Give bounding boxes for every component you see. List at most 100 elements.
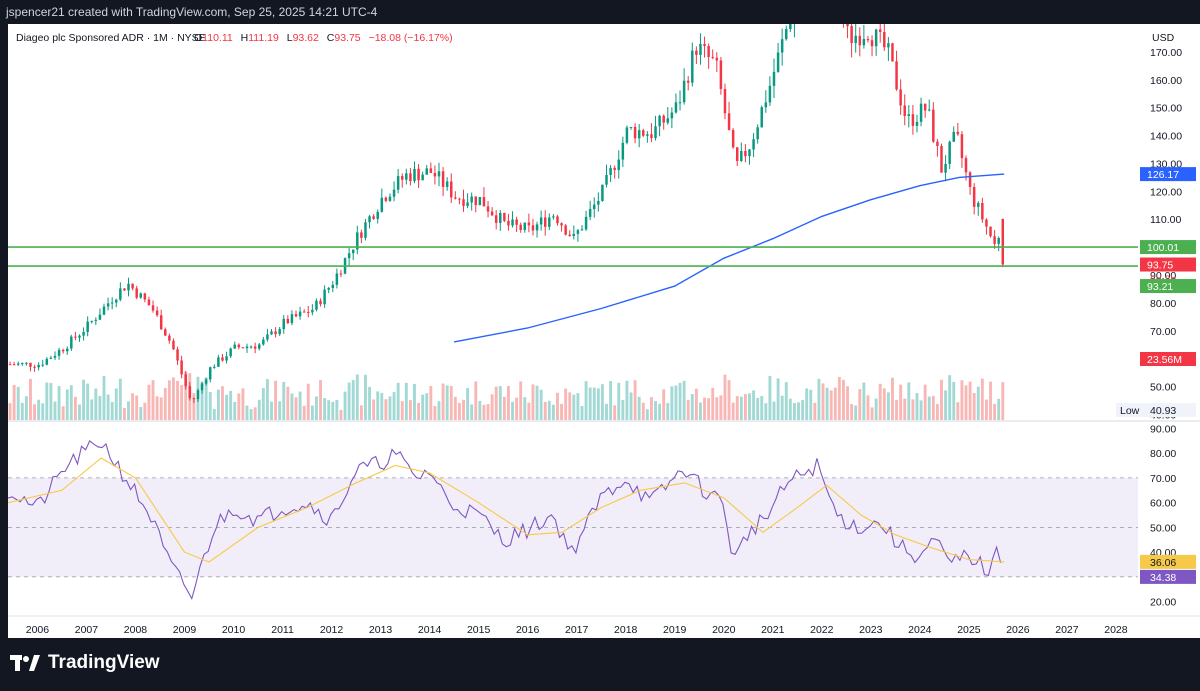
volume-bar xyxy=(588,387,592,420)
time-tick-label: 2006 xyxy=(26,624,50,636)
volume-bar xyxy=(139,407,143,420)
volume-bar xyxy=(968,381,972,420)
candle-body xyxy=(940,145,943,173)
volume-bar xyxy=(143,402,147,420)
volume-bar xyxy=(122,408,126,420)
candle-body xyxy=(8,364,12,366)
volume-bar xyxy=(8,403,12,420)
brand[interactable]: TradingView xyxy=(10,652,160,674)
candle-body xyxy=(65,348,69,352)
volume-bar xyxy=(257,399,261,420)
volume-bar xyxy=(907,382,911,420)
candle-body xyxy=(204,379,208,384)
volume-bar xyxy=(57,386,61,420)
candle-body xyxy=(662,115,665,123)
level2-price-badge-bg xyxy=(1140,279,1196,294)
legend-h-value: 111.19 xyxy=(248,32,279,44)
candle-body xyxy=(609,167,612,175)
volume-bar xyxy=(404,382,408,420)
candle-body xyxy=(217,357,220,367)
candle-body xyxy=(294,314,298,317)
volume-bar xyxy=(82,379,86,420)
volume-bar xyxy=(102,376,106,420)
volume-low-label: Low xyxy=(1120,405,1140,417)
volume-bar xyxy=(310,405,314,420)
volume-bar xyxy=(927,396,931,420)
rsi-tick-label: 20.00 xyxy=(1150,597,1176,609)
volume-bar xyxy=(956,402,960,420)
volume-bar xyxy=(24,396,28,420)
volume-bar xyxy=(690,394,694,420)
volume-bar xyxy=(417,402,421,420)
volume-bar xyxy=(69,385,73,420)
volume-bar xyxy=(878,383,882,420)
volume-bar xyxy=(408,400,412,420)
volume-bar xyxy=(621,400,625,420)
volume-bar xyxy=(842,379,845,420)
candle-body xyxy=(785,29,788,40)
volume-bar xyxy=(323,398,327,420)
volume-bar xyxy=(294,397,298,420)
rsi-tick-label: 50.00 xyxy=(1150,522,1176,534)
volume-bar xyxy=(846,386,849,420)
volume-bar xyxy=(535,385,539,420)
candle-body xyxy=(388,196,392,201)
volume-bar xyxy=(388,396,392,420)
chart-svg[interactable]: 40.0050.0060.0070.0080.0090.00100.00110.… xyxy=(7,0,1200,638)
candle-body xyxy=(21,362,24,364)
price-tick-label: 70.00 xyxy=(1150,326,1176,338)
volume-bar xyxy=(241,388,245,420)
currency-label: USD xyxy=(1152,32,1175,44)
candle-body xyxy=(86,321,89,332)
candle-body xyxy=(854,35,857,44)
volume-last-label: 23.56M xyxy=(1147,354,1182,366)
candle-body xyxy=(601,184,604,201)
volume-bar xyxy=(335,399,339,420)
time-tick-label: 2022 xyxy=(810,624,834,636)
candle-body xyxy=(172,340,175,350)
candle-body xyxy=(748,149,751,157)
candle-body xyxy=(923,103,927,111)
time-tick-label: 2016 xyxy=(516,624,540,636)
level-price-badge: 100.01 xyxy=(1147,242,1179,254)
volume-bar xyxy=(368,387,371,420)
volume-bar xyxy=(302,405,306,420)
time-tick-label: 2013 xyxy=(369,624,393,636)
volume-bar xyxy=(151,380,155,420)
volume-bar xyxy=(33,404,36,420)
volume-bar xyxy=(78,404,81,420)
volume-bar xyxy=(351,379,355,420)
candle-body xyxy=(482,197,486,207)
volume-bar xyxy=(515,397,519,420)
candle-body xyxy=(580,229,584,231)
volume-bar xyxy=(523,397,527,420)
volume-bar xyxy=(960,380,964,420)
volume-bar xyxy=(347,382,351,420)
volume-bar xyxy=(699,402,702,420)
volume-bar xyxy=(649,397,653,420)
candle-body xyxy=(993,236,996,244)
candle-body xyxy=(670,112,674,119)
footer-bar: TradingView xyxy=(0,638,1200,691)
volume-bar xyxy=(200,382,204,420)
volume-bar xyxy=(249,409,253,420)
candle-body xyxy=(433,172,437,177)
candle-body xyxy=(164,329,167,336)
volume-bar xyxy=(547,400,551,420)
volume-bar xyxy=(147,384,151,420)
candle-body xyxy=(646,134,649,136)
volume-bar xyxy=(482,404,486,420)
volume-bar xyxy=(678,382,682,420)
candle-body xyxy=(633,126,637,139)
chart-area[interactable]: 40.0050.0060.0070.0080.0090.00100.00110.… xyxy=(7,0,1200,638)
volume-bar xyxy=(727,380,731,420)
candle-body xyxy=(490,211,494,216)
candle-body xyxy=(274,331,277,335)
volume-bar xyxy=(135,395,139,420)
candle-body xyxy=(911,114,915,126)
volume-bar xyxy=(719,395,723,420)
candle-body xyxy=(499,212,502,223)
volume-bar xyxy=(899,384,903,420)
volume-bar xyxy=(788,398,792,420)
volume-bar xyxy=(666,403,670,420)
